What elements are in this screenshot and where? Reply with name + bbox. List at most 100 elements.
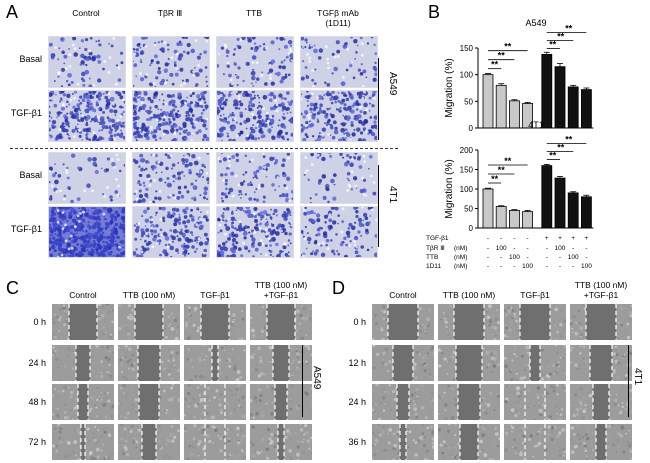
condition-value: - <box>527 245 529 252</box>
transwell-micrograph <box>48 206 126 258</box>
column-header: TGFβ mAb (1D11) <box>294 8 382 28</box>
transwell-micrograph <box>300 206 378 258</box>
wound-column-header-line1: TTB (100 nM) <box>574 280 628 290</box>
condition-value: + <box>585 235 589 242</box>
transwell-micrograph <box>132 206 210 258</box>
time-point-label: 48 h <box>28 397 46 407</box>
scratch-gap <box>267 304 295 340</box>
scratch-gap <box>454 304 484 340</box>
scratch-gap <box>596 424 606 460</box>
wound-micrograph <box>438 304 500 340</box>
scratch-gap <box>388 304 418 340</box>
wound-micrograph <box>118 424 180 460</box>
wound-micrograph <box>118 345 180 381</box>
bar <box>482 188 494 229</box>
scratch-gap <box>520 304 550 340</box>
wound-column-header: TGF-β1 <box>178 290 252 300</box>
scratch-gap <box>78 384 88 420</box>
condition-value: - <box>513 263 515 270</box>
column-header: TTB <box>210 8 298 18</box>
panel-b-label: B <box>428 2 441 22</box>
scratch-gap <box>530 345 540 381</box>
scratch-gap <box>139 384 159 420</box>
bar <box>554 177 566 229</box>
bar <box>580 89 592 129</box>
condition-value: - <box>585 245 587 252</box>
wound-micrograph <box>504 384 566 420</box>
wound-column-header-line1: Control <box>389 290 417 300</box>
condition-value: - <box>527 254 529 261</box>
y-tick-label: 0 <box>469 124 474 133</box>
condition-value: + <box>558 235 562 242</box>
wound-column-header: TTB (100 nM) <box>112 290 186 300</box>
wound-micrograph <box>52 304 114 340</box>
wound-column-header: Control <box>366 290 440 300</box>
scratch-gap <box>460 424 478 460</box>
y-axis-label: Migration (%) <box>444 58 455 117</box>
scratch-gap <box>212 345 218 381</box>
bar <box>567 192 579 229</box>
wound-micrograph <box>438 384 500 420</box>
a549-bracket <box>378 58 379 140</box>
wound-micrograph <box>118 304 180 340</box>
scratch-gap <box>456 345 482 381</box>
transwell-micrograph <box>216 152 294 204</box>
scratch-gap <box>69 304 97 340</box>
wound-micrograph <box>184 304 246 340</box>
wound-column-header-line2: +TGF-β1 <box>263 290 299 300</box>
chart-title: A549 <box>525 18 546 28</box>
time-point-label: 36 h <box>348 437 366 447</box>
bar <box>541 165 553 229</box>
wound-micrograph <box>118 384 180 420</box>
transwell-micrograph <box>216 36 294 88</box>
scratch-gap <box>275 384 287 420</box>
significance-label: ** <box>498 51 506 61</box>
bar <box>554 66 566 129</box>
condition-value: - <box>559 254 561 261</box>
wound-micrograph <box>570 345 632 381</box>
significance-label: ** <box>504 42 512 52</box>
wound-micrograph <box>184 345 246 381</box>
transwell-micrograph <box>132 36 210 88</box>
wound-micrograph <box>570 304 632 340</box>
significance-label: ** <box>549 151 557 161</box>
condition-value: + <box>545 235 549 242</box>
transwell-micrograph <box>132 90 210 142</box>
condition-value: 100 <box>568 254 579 261</box>
y-tick-label: 50 <box>464 97 473 106</box>
significance-label: ** <box>549 39 557 49</box>
condition-value: 100 <box>509 254 520 261</box>
wound-group-label-4t1: 4T1 <box>632 368 643 386</box>
y-tick-label: 150 <box>460 166 474 175</box>
y-tick-label: 150 <box>460 44 474 53</box>
condition-value: - <box>559 263 561 270</box>
row-label: TGF-β1 <box>10 108 42 118</box>
wound-micrograph <box>250 384 312 420</box>
transwell-micrograph <box>132 152 210 204</box>
wound-micrograph <box>52 384 114 420</box>
condition-value: - <box>487 254 489 261</box>
time-point-label: 24 h <box>348 397 366 407</box>
bar <box>567 86 579 129</box>
condition-unit: (nM) <box>454 263 467 270</box>
a549-wound-bracket <box>302 345 303 417</box>
wound-micrograph <box>504 345 566 381</box>
scratch-gap <box>135 304 163 340</box>
time-point-label: 0 h <box>33 317 46 327</box>
row-label: TGF-β1 <box>10 224 42 234</box>
scratch-gap <box>76 345 90 381</box>
wound-column-header: TTB (100 nM) +TGF-β1 <box>244 280 318 300</box>
4t1-wound-bracket <box>628 345 629 417</box>
scratch-gap <box>400 424 406 460</box>
wound-column-header-line1: TTB (100 nM) <box>122 290 176 300</box>
column-header-line1: TβR Ⅲ <box>157 8 183 18</box>
y-tick-label: 50 <box>464 205 473 214</box>
scratch-gap <box>278 424 284 460</box>
scratch-gap <box>397 384 409 420</box>
condition-label: TTB <box>426 254 438 261</box>
transwell-micrograph <box>300 152 378 204</box>
column-header-line1: TTB <box>245 8 263 18</box>
condition-unit: (nM) <box>454 254 467 261</box>
significance-label: ** <box>557 143 565 153</box>
column-header-line2: (1D11) <box>325 18 351 28</box>
